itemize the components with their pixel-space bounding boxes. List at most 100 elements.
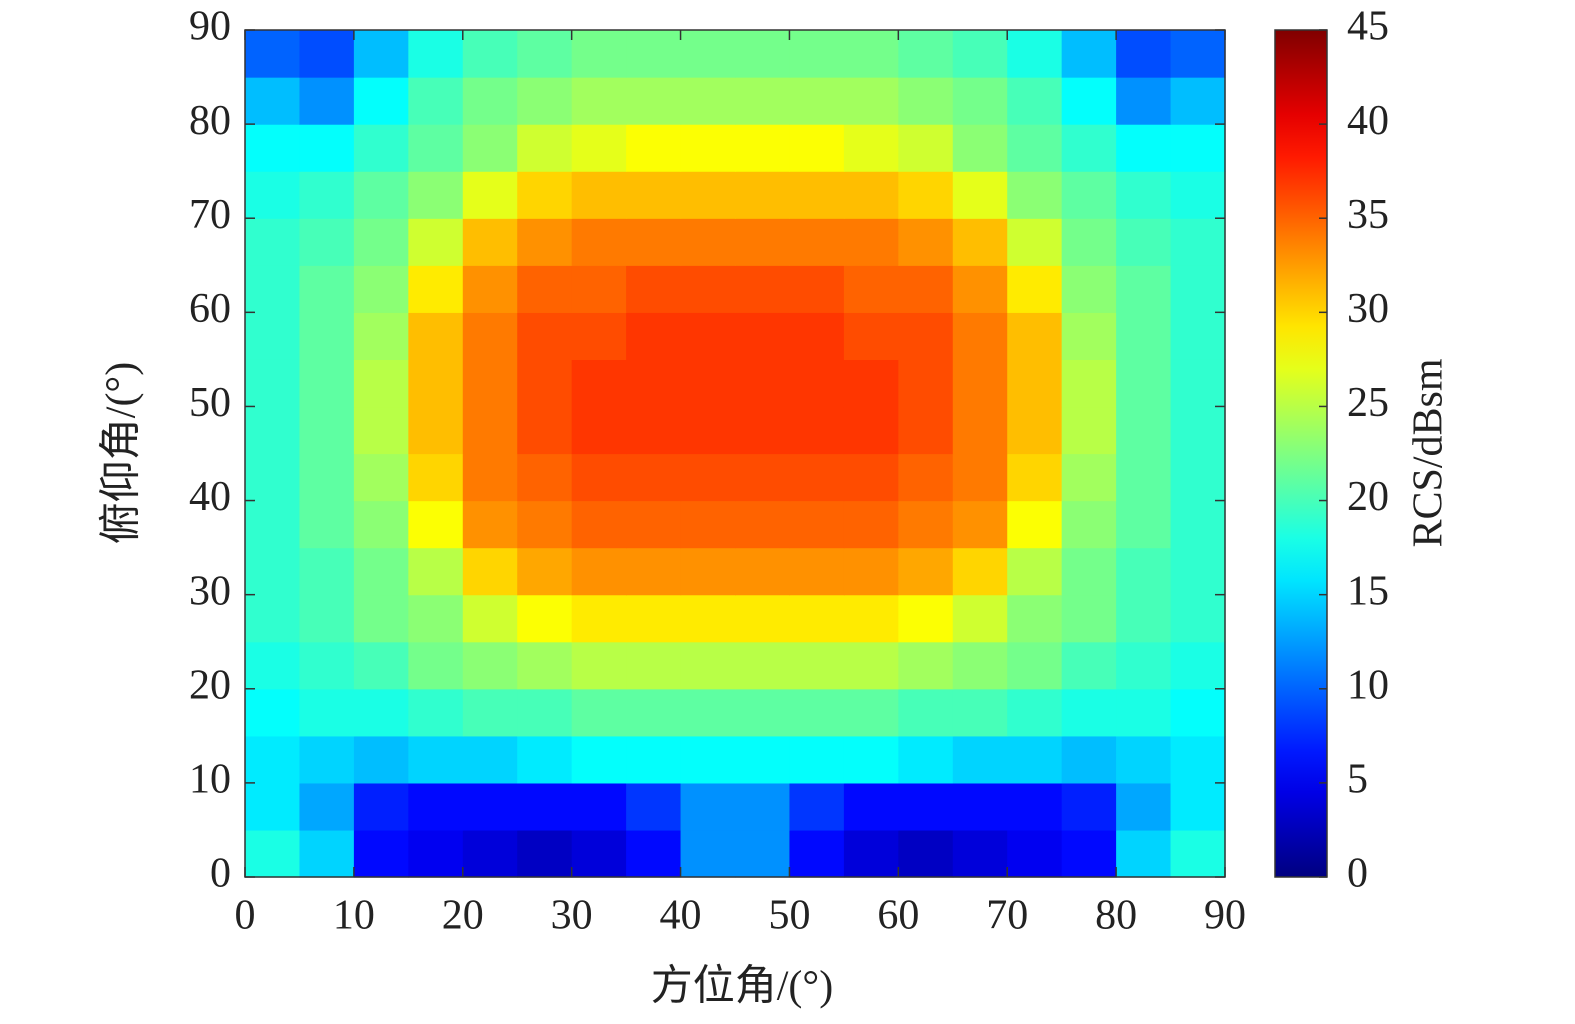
heatmap-cell <box>408 218 464 266</box>
heatmap-cell <box>626 265 682 313</box>
heatmap-cell <box>735 641 791 690</box>
heatmap-cell <box>353 406 409 455</box>
heatmap-cell <box>571 547 627 596</box>
heatmap-cell <box>1116 735 1172 784</box>
colorbar-tick-label: 20 <box>1347 474 1389 520</box>
heatmap-cell <box>1170 171 1226 219</box>
heatmap-cell <box>571 688 627 737</box>
heatmap-cell <box>898 782 954 831</box>
heatmap-cell <box>735 829 791 878</box>
heatmap-cell <box>898 735 954 784</box>
heatmap-cell <box>1061 547 1117 596</box>
heatmap-cell <box>843 171 899 219</box>
heatmap-cell <box>353 782 409 831</box>
heatmap-cell <box>789 359 845 408</box>
heatmap-cell <box>843 547 899 596</box>
heatmap-cell <box>1170 829 1226 878</box>
y-tick-label: 10 <box>189 757 231 803</box>
heatmap-cell <box>299 30 355 78</box>
heatmap-cell <box>843 124 899 172</box>
heatmap-cell <box>680 171 736 219</box>
heatmap-cell <box>245 312 301 360</box>
colorbar-tick-label: 0 <box>1347 851 1368 897</box>
heatmap-cell <box>1007 594 1063 643</box>
heatmap-cell <box>408 782 464 831</box>
heatmap-cell <box>1061 312 1117 360</box>
heatmap-cell <box>735 406 791 455</box>
heatmap-cell <box>1061 688 1117 737</box>
heatmap-cell <box>299 453 355 502</box>
heatmap-cell <box>898 124 954 172</box>
heatmap-cell <box>353 641 409 690</box>
heatmap-cell <box>735 30 791 78</box>
heatmap-cell <box>408 829 464 878</box>
heatmap-cell <box>1170 124 1226 172</box>
heatmap-cell <box>952 218 1008 266</box>
heatmap-cell <box>680 30 736 78</box>
heatmap-cell <box>1061 30 1117 78</box>
heatmap-cell <box>735 359 791 408</box>
heatmap-cell <box>299 218 355 266</box>
heatmap-cell <box>517 406 573 455</box>
heatmap-cell <box>789 453 845 502</box>
heatmap-cell <box>462 641 518 690</box>
heatmap-cell <box>299 688 355 737</box>
heatmap-cell <box>952 312 1008 360</box>
heatmap-cell <box>571 406 627 455</box>
x-tick-label: 50 <box>768 893 810 939</box>
heatmap-cell <box>1007 735 1063 784</box>
heatmap-cell <box>898 265 954 313</box>
heatmap-cell <box>626 829 682 878</box>
heatmap-cell <box>952 594 1008 643</box>
heatmap-cell <box>1170 735 1226 784</box>
x-tick-label: 30 <box>551 893 593 939</box>
heatmap-cell <box>299 500 355 549</box>
heatmap-cell <box>517 688 573 737</box>
heatmap-cell <box>898 688 954 737</box>
heatmap-cell <box>1116 171 1172 219</box>
heatmap-cell <box>408 453 464 502</box>
heatmap-cell <box>571 171 627 219</box>
heatmap-cell <box>245 77 301 125</box>
heatmap-cell <box>353 218 409 266</box>
heatmap-cell <box>952 829 1008 878</box>
heatmap-cell <box>843 594 899 643</box>
heatmap-cell <box>245 30 301 78</box>
heatmap-cell <box>408 641 464 690</box>
heatmap-cell <box>843 312 899 360</box>
x-tick-label: 20 <box>442 893 484 939</box>
heatmap-cell <box>1116 641 1172 690</box>
heatmap-cell <box>1116 453 1172 502</box>
heatmap-cell <box>843 218 899 266</box>
colorbar-label: RCS/dBsm <box>1406 358 1452 547</box>
heatmap-cell <box>299 829 355 878</box>
heatmap-cell <box>1170 265 1226 313</box>
heatmap-cell <box>626 218 682 266</box>
heatmap-cell <box>898 171 954 219</box>
heatmap-cell <box>789 77 845 125</box>
heatmap-cell <box>1007 688 1063 737</box>
heatmap-cell <box>680 688 736 737</box>
heatmap-cell <box>517 594 573 643</box>
heatmap-cell <box>680 359 736 408</box>
heatmap-cell <box>1007 359 1063 408</box>
heatmap-cell <box>626 453 682 502</box>
heatmap-cell <box>680 782 736 831</box>
heatmap-cell <box>353 77 409 125</box>
heatmap-cell <box>789 688 845 737</box>
heatmap-cell <box>1061 77 1117 125</box>
heatmap-cell <box>952 359 1008 408</box>
heatmap-cell <box>299 124 355 172</box>
heatmap-cell <box>680 77 736 125</box>
heatmap-cell <box>462 30 518 78</box>
heatmap-cell <box>952 547 1008 596</box>
heatmap-cell <box>299 735 355 784</box>
heatmap-cell <box>571 312 627 360</box>
heatmap-cell <box>626 782 682 831</box>
heatmap-cell <box>245 782 301 831</box>
heatmap-cell <box>1170 406 1226 455</box>
x-tick-label: 0 <box>235 893 256 939</box>
heatmap-cell <box>571 359 627 408</box>
x-tick-label: 60 <box>877 893 919 939</box>
heatmap-cell <box>1061 171 1117 219</box>
